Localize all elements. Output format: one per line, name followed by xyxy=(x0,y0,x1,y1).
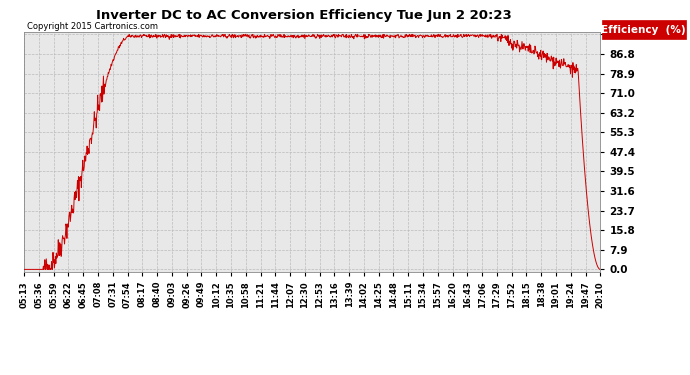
Text: Inverter DC to AC Conversion Efficiency Tue Jun 2 20:23: Inverter DC to AC Conversion Efficiency … xyxy=(96,9,511,22)
Text: Copyright 2015 Cartronics.com: Copyright 2015 Cartronics.com xyxy=(27,22,158,31)
Text: Efficiency  (%): Efficiency (%) xyxy=(602,25,686,34)
